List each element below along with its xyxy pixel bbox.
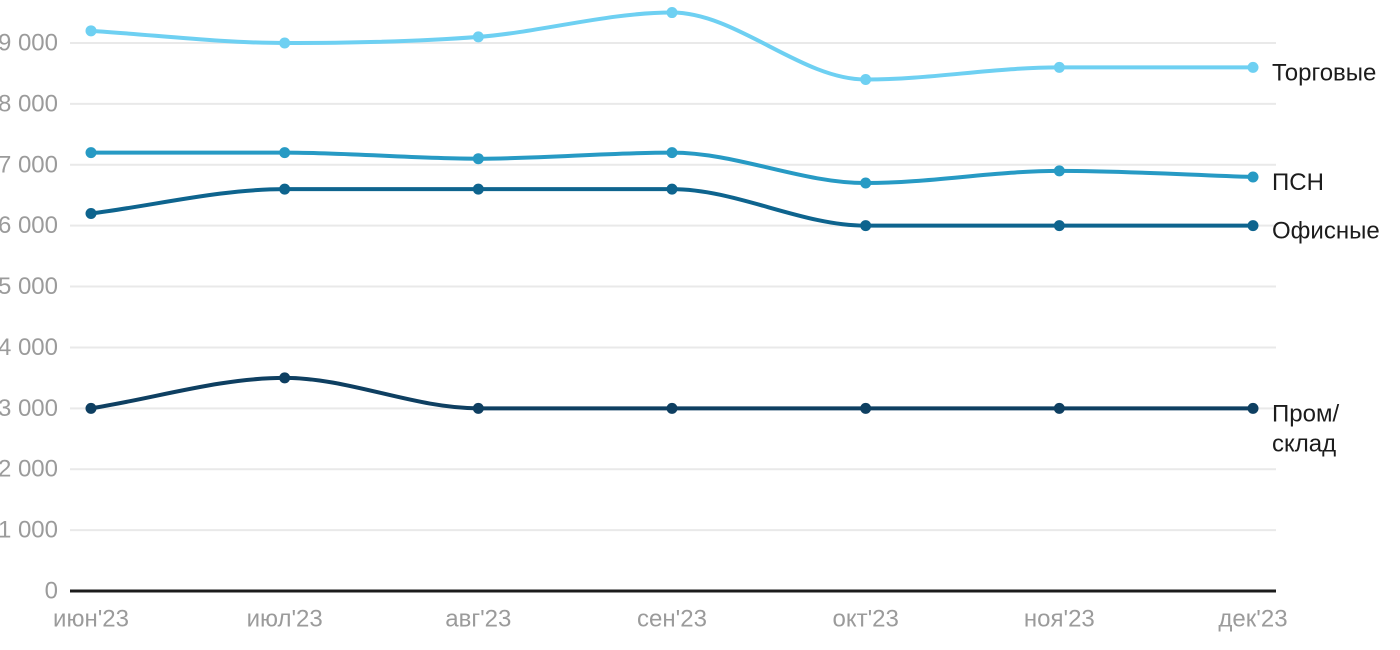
y-axis-tick-label: 4 000: [0, 334, 58, 361]
data-point[interactable]: [279, 147, 291, 159]
x-axis-tick-label: июн'23: [53, 606, 129, 633]
y-axis-tick-label: 7 000: [0, 151, 58, 178]
x-axis-tick-label: сен'23: [637, 606, 707, 633]
data-point[interactable]: [279, 183, 291, 195]
data-point[interactable]: [1247, 402, 1259, 414]
data-point[interactable]: [860, 177, 872, 189]
y-axis-tick-label: 6 000: [0, 212, 58, 239]
x-axis-tick-label: дек'23: [1218, 606, 1287, 633]
data-point[interactable]: [666, 147, 678, 159]
y-axis-tick-label: 1 000: [0, 517, 58, 544]
series-line-1[interactable]: [89, 10, 1255, 82]
x-axis-tick-label: июл'23: [247, 606, 323, 633]
y-axis-tick-label: 9 000: [0, 30, 58, 57]
data-point[interactable]: [1247, 171, 1259, 183]
data-point[interactable]: [1053, 402, 1065, 414]
data-point[interactable]: [85, 147, 97, 159]
series-label: ПСН: [1272, 168, 1324, 195]
y-axis-tick-label: 5 000: [0, 273, 58, 300]
series-label: Пром/склад: [1272, 400, 1339, 457]
data-point[interactable]: [860, 74, 872, 86]
data-point[interactable]: [85, 207, 97, 219]
data-point[interactable]: [279, 37, 291, 49]
data-point[interactable]: [1053, 220, 1065, 232]
y-axis-tick-label: 0: [45, 578, 58, 605]
series-label: Офисные: [1272, 217, 1380, 244]
y-axis-tick-label: 8 000: [0, 90, 58, 117]
y-axis-tick-label: 2 000: [0, 456, 58, 483]
y-axis-tick-label: 3 000: [0, 395, 58, 422]
data-point[interactable]: [472, 153, 484, 165]
data-point[interactable]: [85, 25, 97, 37]
data-point[interactable]: [666, 183, 678, 195]
data-point[interactable]: [472, 183, 484, 195]
data-point[interactable]: [666, 402, 678, 414]
data-point[interactable]: [666, 7, 678, 19]
data-point[interactable]: [860, 402, 872, 414]
data-point[interactable]: [472, 402, 484, 414]
data-point[interactable]: [860, 220, 872, 232]
data-point[interactable]: [1247, 61, 1259, 73]
data-point[interactable]: [472, 31, 484, 43]
x-axis-tick-label: ноя'23: [1024, 606, 1095, 633]
data-point[interactable]: [1053, 165, 1065, 177]
data-point[interactable]: [279, 372, 291, 384]
data-point[interactable]: [1053, 61, 1065, 73]
x-axis-tick-label: авг'23: [445, 606, 511, 633]
series-label: Торговые: [1272, 59, 1376, 86]
data-point[interactable]: [1247, 220, 1259, 232]
data-point[interactable]: [85, 402, 97, 414]
x-axis-tick-label: окт'23: [832, 606, 898, 633]
